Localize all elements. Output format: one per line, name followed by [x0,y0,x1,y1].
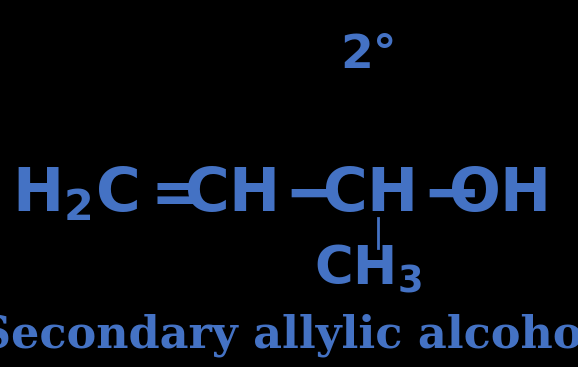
Text: 2°: 2° [340,33,397,77]
Text: Secondary allylic alcohol: Secondary allylic alcohol [0,313,578,357]
Text: $\mathbf{-}$: $\mathbf{-}$ [283,160,338,229]
Text: $\mathbf{=}$: $\mathbf{=}$ [139,166,197,225]
Text: $\mathbf{CH_3}$: $\mathbf{CH_3}$ [314,243,422,297]
Text: $\mathbf{OH}$: $\mathbf{OH}$ [449,166,548,225]
Text: $\mathbf{CH}$: $\mathbf{CH}$ [184,166,276,225]
Text: $\mathbf{CH}$: $\mathbf{CH}$ [322,166,414,225]
Text: $\mathbf{H_2C}$: $\mathbf{H_2C}$ [12,166,138,225]
Text: $\mathbf{-}$: $\mathbf{-}$ [421,160,476,229]
